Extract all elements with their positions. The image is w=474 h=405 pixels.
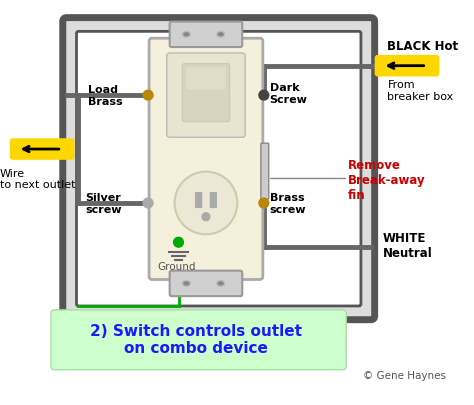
Text: BLACK Hot: BLACK Hot: [387, 40, 458, 53]
Ellipse shape: [182, 31, 190, 37]
Text: 2) Switch controls outlet
on combo device: 2) Switch controls outlet on combo devic…: [90, 324, 302, 356]
FancyBboxPatch shape: [170, 21, 242, 47]
Text: Ground: Ground: [157, 262, 195, 272]
Text: Silver
screw: Silver screw: [85, 193, 122, 215]
FancyBboxPatch shape: [170, 271, 242, 296]
Text: WHITE
Neutral: WHITE Neutral: [383, 232, 432, 260]
FancyBboxPatch shape: [374, 55, 439, 77]
Circle shape: [259, 90, 269, 100]
Circle shape: [259, 198, 269, 208]
FancyBboxPatch shape: [51, 310, 346, 370]
Ellipse shape: [184, 33, 189, 36]
Circle shape: [174, 172, 237, 234]
Circle shape: [143, 90, 153, 100]
FancyBboxPatch shape: [167, 53, 245, 137]
FancyBboxPatch shape: [210, 193, 216, 207]
Ellipse shape: [218, 33, 223, 36]
Text: Brass
screw: Brass screw: [270, 193, 306, 215]
Ellipse shape: [184, 282, 189, 285]
Text: Dark
Screw: Dark Screw: [270, 83, 308, 105]
Ellipse shape: [182, 281, 190, 286]
FancyBboxPatch shape: [186, 68, 226, 89]
Text: © Gene Haynes: © Gene Haynes: [363, 371, 446, 382]
FancyBboxPatch shape: [63, 18, 374, 320]
Circle shape: [173, 237, 183, 247]
Circle shape: [202, 213, 210, 221]
FancyBboxPatch shape: [182, 64, 229, 122]
Ellipse shape: [217, 31, 225, 37]
Circle shape: [143, 198, 153, 208]
FancyBboxPatch shape: [149, 38, 263, 279]
Ellipse shape: [217, 281, 225, 286]
Text: Load
Brass: Load Brass: [88, 85, 123, 107]
Text: From
breaker box: From breaker box: [387, 81, 454, 102]
FancyBboxPatch shape: [196, 193, 201, 207]
Ellipse shape: [218, 282, 223, 285]
Text: Remove
Break-away
fin: Remove Break-away fin: [348, 159, 426, 202]
FancyBboxPatch shape: [10, 138, 74, 160]
FancyBboxPatch shape: [261, 143, 269, 199]
FancyBboxPatch shape: [76, 31, 361, 306]
Text: Wire
to next outlet: Wire to next outlet: [0, 168, 75, 190]
